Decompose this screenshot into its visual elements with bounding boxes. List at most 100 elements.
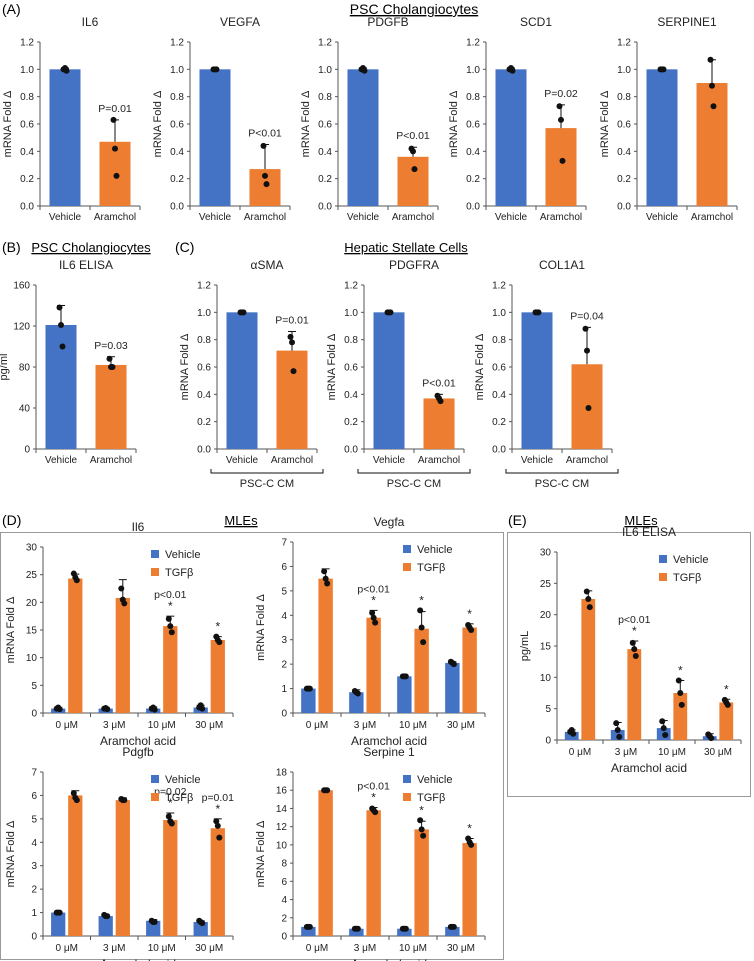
data-point: [216, 834, 223, 841]
x-tick-label: Aramchol: [271, 455, 313, 466]
y-tick-label: 0.4: [466, 147, 480, 158]
data-point: [260, 142, 267, 149]
data-point: [56, 706, 63, 713]
y-tick-label: 0.2: [492, 417, 506, 428]
bar-tgfb: [163, 820, 178, 936]
data-point: [468, 841, 475, 848]
y-tick-label: 15: [540, 642, 552, 653]
y-tick-label: 0.2: [20, 174, 34, 185]
x-tick-label: 30 μM: [704, 747, 732, 758]
significance-star: *: [168, 796, 173, 810]
x-tick-label: Vehicle: [199, 212, 232, 223]
chart-d3: Pdgfb 0 1 2 3 4 5 6 7 mRNA Fold Δ 0 μM 3 μM 10 μM p=0…: [5, 745, 234, 961]
x-tick-label: Vehicle: [495, 212, 528, 223]
y-tick-label: 0.8: [492, 335, 506, 346]
data-point: [106, 355, 113, 362]
y-tick-label: 0.0: [170, 202, 184, 213]
legend-label: Vehicle: [417, 544, 452, 556]
y-tick-label: 1.2: [466, 38, 480, 49]
y-tick-label: 16: [276, 786, 288, 797]
y-tick-label: 1.0: [466, 65, 480, 76]
y-tick-label: 0: [281, 709, 287, 720]
group-label: PSC-C CM: [535, 478, 589, 490]
y-tick-label: 0.6: [197, 363, 211, 374]
bar-vehicle: [347, 69, 379, 206]
legend-swatch-vehicle: [403, 545, 411, 553]
data-point: [199, 920, 206, 927]
y-tick-label: 1.2: [197, 281, 211, 292]
y-axis-label: mRNA Fold Δ: [5, 820, 17, 887]
chart-title: IL6 ELISA: [622, 525, 676, 539]
data-point: [56, 909, 63, 916]
p-value-label: P<0.01: [396, 130, 430, 142]
legend-label: Vehicle: [673, 554, 708, 566]
significance-star: *: [168, 599, 173, 613]
chart-c1: αSMA 0.0 0.2 0.4 0.6 0.8 1.0 1.2 mRNA Fold Δ Vehi…: [179, 258, 324, 490]
x-tick-label: 0 μM: [56, 720, 78, 731]
y-tick-label: 14: [276, 804, 288, 815]
y-tick-label: 4: [281, 895, 287, 906]
x-tick-label: Aramchol: [566, 455, 608, 466]
data-point: [629, 639, 636, 646]
bar-aramchol: [545, 128, 577, 206]
y-tick-label: 4: [281, 611, 287, 622]
y-tick-label: 0.6: [466, 120, 480, 131]
data-point: [724, 701, 731, 708]
y-tick-label: 0.6: [20, 120, 34, 131]
bar-tgfb: [68, 578, 83, 713]
bar-tgfb: [581, 599, 596, 740]
panel-d-label: (D): [2, 512, 21, 528]
y-tick-label: 3: [281, 635, 287, 646]
y-tick-label: 1: [31, 908, 37, 919]
bar-tgfb: [462, 627, 477, 713]
y-tick-label: 120: [13, 322, 30, 333]
data-point: [677, 690, 684, 696]
legend-swatch-tgfb: [659, 573, 667, 581]
data-point: [104, 706, 111, 713]
chart-title: VEGFA: [220, 15, 260, 29]
data-point: [583, 588, 590, 595]
data-point: [59, 343, 66, 350]
data-point: [678, 701, 685, 708]
chart-a2: VEGFA 0.0 0.2 0.4 0.6 0.8 1.0 1.2 mRNA Fold Δ Veh…: [152, 15, 291, 223]
chart-title: PDGFRA: [389, 258, 439, 272]
bar-tgfb: [719, 702, 734, 740]
bar-tgfb: [627, 649, 642, 740]
bar-tgfb: [115, 597, 130, 713]
data-point: [151, 706, 158, 713]
chart-title: SCD1: [520, 15, 552, 29]
data-point: [214, 822, 221, 829]
y-tick-label: 10: [26, 653, 38, 664]
bar-aramchol: [397, 156, 429, 206]
x-tick-label: Vehicle: [226, 455, 259, 466]
x-tick-label: Vehicle: [49, 212, 82, 223]
bar-vehicle: [199, 69, 231, 206]
y-tick-label: 0.4: [617, 147, 631, 158]
significance-star: *: [467, 822, 472, 836]
chart-d1: Il6 0 5 10 15 20 25 30 mRNA Fold Δ 0 μM 3 μM 10 μM p…: [5, 520, 234, 748]
y-tick-label: 5: [281, 586, 287, 597]
data-point: [167, 623, 174, 630]
bar-vehicle: [98, 916, 113, 936]
y-tick-label: 0.8: [318, 92, 332, 103]
bar-vehicle: [445, 662, 460, 713]
y-tick-label: 3: [31, 861, 37, 872]
x-tick-label: 10 μM: [148, 720, 176, 731]
p-value-label: P=0.03: [94, 340, 128, 352]
x-axis-label: Aramchol acid: [351, 734, 427, 748]
data-point: [372, 809, 379, 816]
x-axis-label: Aramchol acid: [100, 957, 176, 961]
y-tick-label: 6: [281, 877, 287, 888]
p-value-label: p<0.01: [357, 781, 390, 793]
y-tick-label: 0.6: [492, 363, 506, 374]
chart-title: IL6 ELISA: [59, 258, 113, 272]
chart-a1: IL6 0.0 0.2 0.4 0.6 0.8 1.0 1.2 mRNA Fold Δ Vehic…: [2, 15, 141, 223]
bar-vehicle: [146, 920, 161, 936]
data-point: [387, 309, 394, 316]
data-point: [151, 918, 158, 925]
y-tick-label: 0.8: [466, 92, 480, 103]
y-tick-label: 0.0: [20, 202, 34, 213]
x-tick-label: 0 μM: [306, 720, 328, 731]
data-point: [584, 347, 590, 354]
